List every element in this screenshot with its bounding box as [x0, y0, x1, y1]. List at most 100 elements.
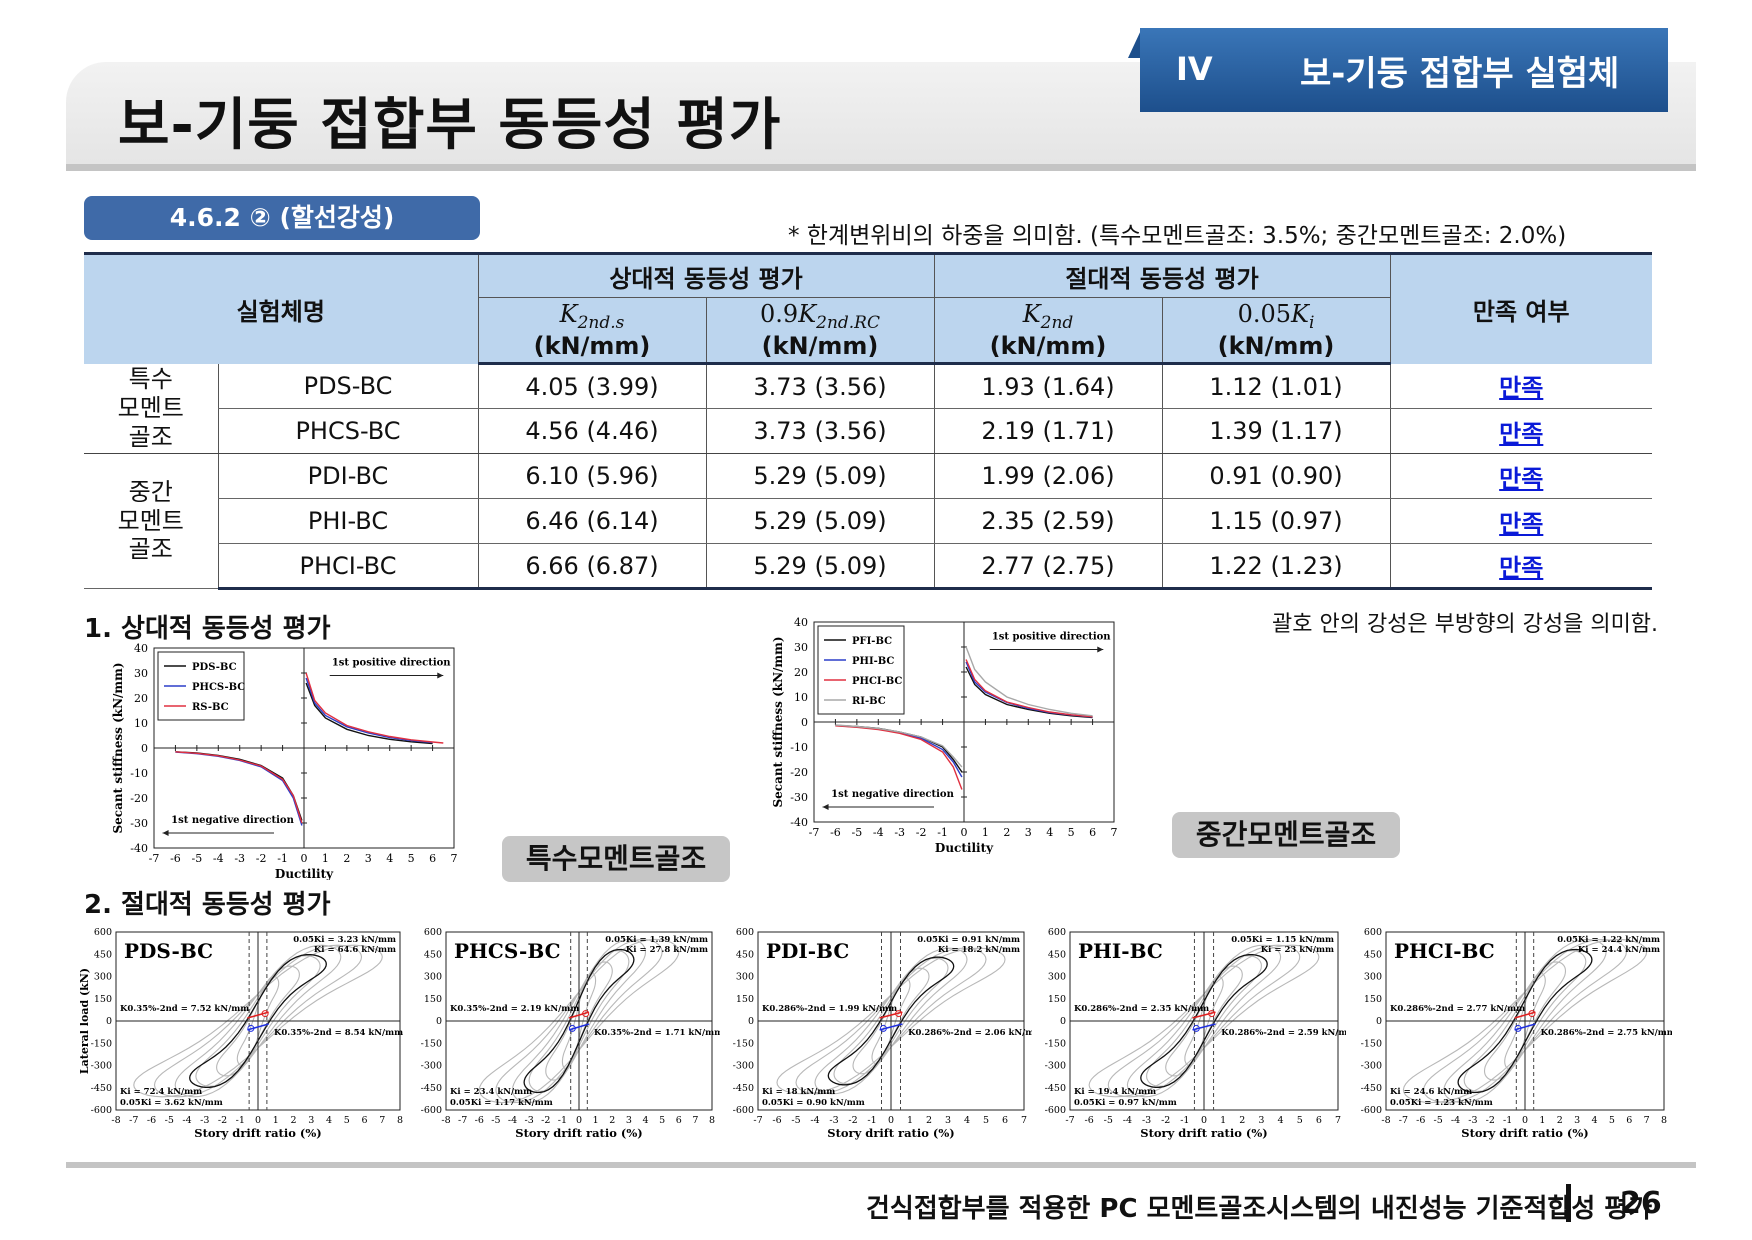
y-tick-label: -150	[91, 1038, 112, 1049]
x-tick-label: 2	[1239, 1115, 1245, 1126]
x-tick-label: 5	[659, 1115, 665, 1126]
x-tick-label: -6	[1085, 1115, 1094, 1126]
y-tick-label: 40	[794, 616, 808, 629]
x-axis-label: Ductility	[935, 841, 994, 854]
specimen-title: PDI-BC	[766, 939, 849, 963]
y-tick-label: 150	[1048, 994, 1066, 1005]
x-tick-label: 4	[1278, 1115, 1284, 1126]
y-tick-label: 300	[94, 972, 112, 983]
y-tick-label: 0	[1376, 1016, 1382, 1027]
ok-link[interactable]: 만족	[1499, 464, 1544, 493]
y-tick-label: 300	[1364, 972, 1382, 983]
var-k2nd-base: K	[1022, 299, 1041, 328]
series-line-phcs-bc	[305, 677, 433, 744]
annotation-positive: 1st positive direction	[332, 658, 451, 669]
unit-label: (kN/mm)	[761, 332, 879, 361]
x-tick-label: 3	[626, 1115, 632, 1126]
x-axis-label: Ductility	[275, 867, 334, 880]
arrow-negative-head	[822, 804, 829, 810]
y-tick-label: -600	[733, 1105, 754, 1116]
positive-stiffness-marker	[568, 1011, 590, 1019]
x-tick-label: 3	[365, 852, 372, 865]
annotation-negative: 1st negative direction	[171, 815, 294, 826]
y-tick-label: 450	[1364, 949, 1382, 960]
annotation-mid-right: K0.286%-2nd = 2.75 kN/mm	[1541, 1028, 1672, 1038]
x-tick-label: 5	[1609, 1115, 1615, 1126]
series-line-phci-bc	[835, 725, 963, 790]
header-specimen: 실험체명	[84, 252, 478, 364]
hysteresis-loop	[133, 944, 383, 1098]
unit-label: (kN/mm)	[533, 332, 651, 361]
positive-point-marker	[895, 1010, 903, 1018]
y-tick-label: 150	[736, 994, 754, 1005]
specimen-name: PDI-BC	[217, 453, 478, 499]
x-tick-label: -7	[458, 1115, 467, 1126]
legend-label: PDS-BC	[192, 662, 237, 673]
annotation-bottom1: Ki = 19.4 kN/mm	[1074, 1087, 1156, 1097]
y-tick-label: 0	[436, 1016, 442, 1027]
y-tick-label: -450	[1361, 1083, 1382, 1094]
x-tick-label: 7	[379, 1115, 385, 1126]
positive-point-marker	[261, 1010, 269, 1018]
y-tick-label: -600	[421, 1105, 442, 1116]
annotation-mid-left: K0.286%-2nd = 2.77 kN/mm	[1390, 1004, 1525, 1014]
series-line-rs-bc	[175, 751, 303, 824]
y-tick-label: 150	[1364, 994, 1382, 1005]
x-tick-label: -3	[1142, 1115, 1151, 1126]
reference-loop	[827, 956, 955, 1086]
x-tick-label: 4	[326, 1115, 332, 1126]
ok-link[interactable]: 만족	[1499, 509, 1544, 538]
x-tick-label: 4	[642, 1115, 648, 1126]
x-tick-label: 3	[308, 1115, 314, 1126]
y-tick-label: -150	[733, 1038, 754, 1049]
x-tick-label: 2	[343, 852, 350, 865]
y-tick-label: -600	[91, 1105, 112, 1116]
x-tick-label: 4	[1046, 826, 1053, 839]
ok-link[interactable]: 만족	[1499, 554, 1544, 582]
series-line-ri-bc	[965, 646, 1093, 717]
x-tick-label: 5	[408, 852, 415, 865]
y-tick-label: 40	[134, 642, 148, 655]
annotation-top2: Ki = 23 kN/mm	[1261, 945, 1334, 955]
x-tick-label: 0	[576, 1115, 582, 1126]
legend-label: PHCS-BC	[192, 682, 245, 693]
y-tick-label: -600	[1361, 1105, 1382, 1116]
y-tick-label: 10	[794, 691, 808, 704]
y-tick-label: 600	[1364, 927, 1382, 938]
y-tick-label: -600	[1045, 1105, 1066, 1116]
hysteresis-loop	[478, 938, 680, 1104]
annotation-bottom1: Ki = 23.4 kN/mm	[450, 1087, 532, 1097]
reference-loop	[1140, 953, 1268, 1089]
x-tick-label: 2	[1003, 826, 1010, 839]
hysteresis-loop	[153, 944, 363, 1098]
x-tick-label: 2	[609, 1115, 615, 1126]
y-tick-label: -150	[421, 1038, 442, 1049]
specimen-name: PHI-BC	[217, 498, 478, 544]
ok-link[interactable]: 만족	[1499, 374, 1544, 403]
specimen-name: PHCS-BC	[217, 408, 478, 454]
unit-label: (kN/mm)	[1217, 332, 1335, 361]
hysteresis-loop	[1126, 944, 1282, 1098]
x-tick-label: -1	[1180, 1115, 1189, 1126]
hysteresis-loop	[495, 938, 663, 1104]
hysteresis-loop	[795, 947, 987, 1095]
x-tick-label: -4	[1451, 1115, 1460, 1126]
var-005-base: K	[1291, 299, 1309, 328]
x-tick-label: -6	[475, 1115, 484, 1126]
negative-point-marker	[247, 1024, 255, 1032]
x-tick-label: -2	[1486, 1115, 1495, 1126]
annotation-bottom1: Ki = 72.4 kN/mm	[120, 1087, 202, 1097]
x-tick-label: -7	[149, 852, 160, 865]
x-tick-label: -6	[1416, 1115, 1425, 1126]
x-tick-label: 3	[1258, 1115, 1264, 1126]
y-tick-label: -450	[1045, 1083, 1066, 1094]
x-tick-label: 3	[1025, 826, 1032, 839]
ok-link[interactable]: 만족	[1499, 419, 1544, 448]
positive-stiffness-marker	[247, 1011, 269, 1019]
legend-label: PHCI-BC	[852, 676, 902, 687]
subheading-badge: 4.6.2 ② (할선강성)	[84, 196, 480, 240]
section2-title: 2. 절대적 동등성 평가	[84, 890, 331, 920]
reference-loop	[189, 953, 327, 1089]
var-k2nds-base: K	[559, 299, 578, 328]
annotation-top2: Ki = 24.4 kN/mm	[1578, 945, 1660, 955]
